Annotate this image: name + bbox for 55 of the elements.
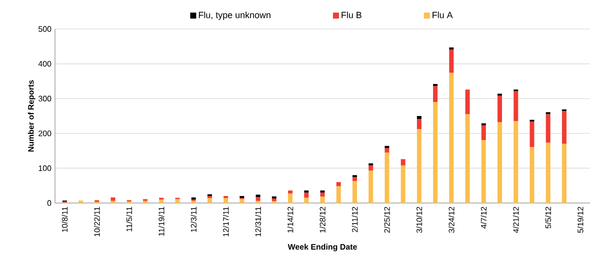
bar xyxy=(546,142,550,203)
bar xyxy=(481,125,486,140)
bar xyxy=(207,198,212,203)
bar xyxy=(368,170,374,203)
bar xyxy=(336,182,341,186)
bar xyxy=(320,190,325,193)
bar xyxy=(514,91,518,122)
bar xyxy=(416,129,422,203)
bar xyxy=(530,122,534,147)
bar xyxy=(272,198,276,202)
legend-label: Flu A xyxy=(432,12,453,18)
bar xyxy=(481,140,486,203)
bar xyxy=(256,197,260,201)
bar xyxy=(384,152,390,203)
bar xyxy=(498,122,502,203)
bar xyxy=(449,47,454,50)
bar xyxy=(320,196,325,203)
bar xyxy=(498,96,502,122)
bar xyxy=(433,102,438,203)
bar xyxy=(304,198,309,203)
bar xyxy=(416,116,422,120)
bar xyxy=(562,111,566,144)
bar xyxy=(465,90,470,114)
bar xyxy=(159,200,164,203)
bar xyxy=(530,146,534,203)
bar xyxy=(368,165,374,171)
bar xyxy=(433,86,438,102)
bar xyxy=(288,190,293,194)
bar xyxy=(546,114,550,143)
bar xyxy=(352,181,357,203)
bar xyxy=(384,146,390,148)
bar xyxy=(433,84,438,86)
bar xyxy=(304,190,309,193)
bar xyxy=(352,177,357,182)
bar xyxy=(449,50,454,73)
bar xyxy=(465,114,470,203)
legend-label: Flu, type unknown xyxy=(198,12,270,20)
bar xyxy=(449,72,454,203)
bar xyxy=(320,192,325,197)
bar xyxy=(224,198,228,203)
bar xyxy=(384,148,390,153)
bar xyxy=(416,119,422,130)
bar xyxy=(191,197,196,200)
bar xyxy=(562,144,566,203)
bar xyxy=(400,159,406,166)
bar xyxy=(240,199,244,203)
bar xyxy=(400,165,406,203)
bar xyxy=(175,199,180,203)
legend-label: Flu B xyxy=(342,12,362,18)
bar xyxy=(304,192,309,198)
bar xyxy=(336,186,341,203)
bar xyxy=(514,121,518,203)
bar xyxy=(256,194,260,198)
bar xyxy=(288,194,293,203)
bar xyxy=(110,197,116,201)
